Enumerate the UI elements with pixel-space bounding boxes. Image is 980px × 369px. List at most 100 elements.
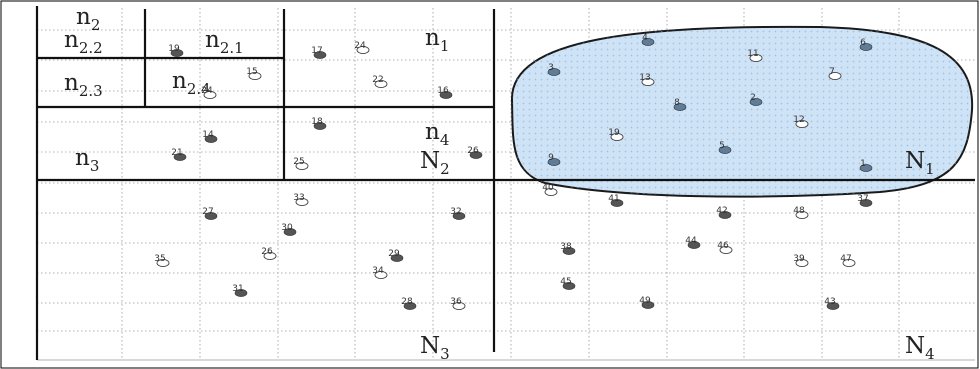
point-marker bbox=[795, 210, 809, 220]
data-point: 25 bbox=[293, 157, 309, 171]
data-point: 49 bbox=[639, 296, 655, 309]
point-label: 18 bbox=[311, 117, 323, 127]
data-point: 47 bbox=[840, 254, 856, 268]
label-n2-1: n2.1 bbox=[205, 27, 244, 57]
data-points: 1234567891112131415161718191921222424252… bbox=[154, 33, 873, 311]
data-point: 4 bbox=[641, 33, 655, 46]
point-label: 35 bbox=[154, 254, 165, 264]
data-point: 2 bbox=[749, 93, 763, 106]
data-point: 40 bbox=[542, 183, 558, 197]
data-point: 5 bbox=[718, 141, 732, 154]
point-label: 19 bbox=[168, 44, 180, 54]
cluster-blob bbox=[510, 25, 974, 198]
point-label: 13 bbox=[639, 73, 650, 83]
point-marker bbox=[313, 122, 327, 130]
point-marker bbox=[469, 151, 483, 159]
point-marker bbox=[718, 146, 732, 154]
point-label: 2 bbox=[750, 93, 756, 103]
data-point: 15 bbox=[246, 67, 262, 81]
point-marker bbox=[687, 241, 701, 249]
data-point: 41 bbox=[608, 194, 624, 207]
data-point: 11 bbox=[747, 49, 763, 63]
point-marker bbox=[203, 90, 217, 100]
point-marker bbox=[374, 270, 388, 280]
point-label: 37 bbox=[857, 194, 868, 204]
point-marker bbox=[263, 251, 277, 261]
point-marker bbox=[390, 254, 404, 262]
point-label: 24 bbox=[354, 41, 366, 51]
point-marker bbox=[859, 199, 873, 207]
point-label: 31 bbox=[232, 284, 243, 294]
point-marker bbox=[562, 247, 576, 255]
data-point: 19 bbox=[168, 44, 184, 57]
point-marker bbox=[544, 187, 558, 197]
point-marker bbox=[356, 45, 370, 55]
region-labels: n2 n2.2 n2.1 n2.3 n2.4 n1 n4 n3 N2 N1 N3… bbox=[64, 4, 935, 363]
data-point: 26 bbox=[261, 247, 277, 261]
point-label: 27 bbox=[202, 207, 213, 217]
point-marker bbox=[234, 289, 248, 297]
point-label: 44 bbox=[685, 236, 697, 246]
point-label: 33 bbox=[293, 193, 304, 203]
data-point: 24 bbox=[354, 41, 370, 55]
point-marker bbox=[452, 301, 466, 311]
point-label: 41 bbox=[608, 194, 619, 204]
point-label: 4 bbox=[642, 33, 648, 43]
point-marker bbox=[641, 38, 655, 46]
data-point: 46 bbox=[717, 241, 733, 255]
point-label: 15 bbox=[246, 67, 257, 77]
data-point: 3 bbox=[547, 63, 561, 76]
point-marker bbox=[859, 164, 873, 172]
data-point: 43 bbox=[824, 297, 840, 310]
label-n1: n1 bbox=[425, 25, 449, 55]
data-point: 37 bbox=[857, 194, 873, 207]
data-point: 33 bbox=[293, 193, 309, 207]
data-point: 22 bbox=[372, 75, 388, 89]
point-label: 30 bbox=[281, 223, 293, 233]
point-label: 1 bbox=[860, 159, 866, 169]
point-marker bbox=[828, 71, 842, 81]
data-point: 45 bbox=[560, 277, 576, 290]
point-label: 14 bbox=[202, 130, 214, 140]
data-point: 34 bbox=[372, 266, 388, 280]
point-label: 32 bbox=[450, 207, 461, 217]
point-marker bbox=[204, 135, 218, 143]
point-label: 26 bbox=[261, 247, 273, 257]
point-marker bbox=[439, 91, 453, 99]
data-point: 42 bbox=[716, 206, 732, 219]
point-marker bbox=[610, 199, 624, 207]
point-marker bbox=[641, 301, 655, 309]
point-marker bbox=[283, 228, 297, 236]
point-marker bbox=[295, 161, 309, 171]
data-point: 28 bbox=[401, 297, 417, 310]
point-marker bbox=[403, 302, 417, 310]
point-label: 40 bbox=[542, 183, 554, 193]
data-point: 9 bbox=[547, 153, 561, 166]
point-marker bbox=[826, 302, 840, 310]
point-label: 16 bbox=[437, 86, 449, 96]
data-point: 29 bbox=[388, 249, 404, 262]
data-point: 35 bbox=[154, 254, 170, 268]
point-label: 26 bbox=[467, 146, 479, 156]
point-label: 48 bbox=[793, 206, 805, 216]
point-marker bbox=[859, 43, 873, 51]
data-point: 7 bbox=[828, 67, 842, 81]
point-marker bbox=[204, 212, 218, 220]
point-marker bbox=[170, 49, 184, 57]
point-marker bbox=[795, 119, 809, 129]
point-label: 19 bbox=[608, 128, 620, 138]
data-point: 6 bbox=[859, 38, 873, 51]
data-point: 8 bbox=[673, 98, 687, 111]
data-point: 18 bbox=[311, 117, 327, 130]
point-label: 12 bbox=[793, 115, 804, 125]
label-n2: n2 bbox=[76, 4, 100, 34]
point-label: 22 bbox=[372, 75, 383, 85]
data-point: 36 bbox=[450, 297, 466, 311]
point-label: 36 bbox=[450, 297, 462, 307]
data-point: 48 bbox=[793, 206, 809, 220]
data-point: 13 bbox=[639, 73, 655, 87]
label-N3: N3 bbox=[420, 333, 450, 363]
data-point: 1 bbox=[859, 159, 873, 172]
point-marker bbox=[156, 258, 170, 268]
